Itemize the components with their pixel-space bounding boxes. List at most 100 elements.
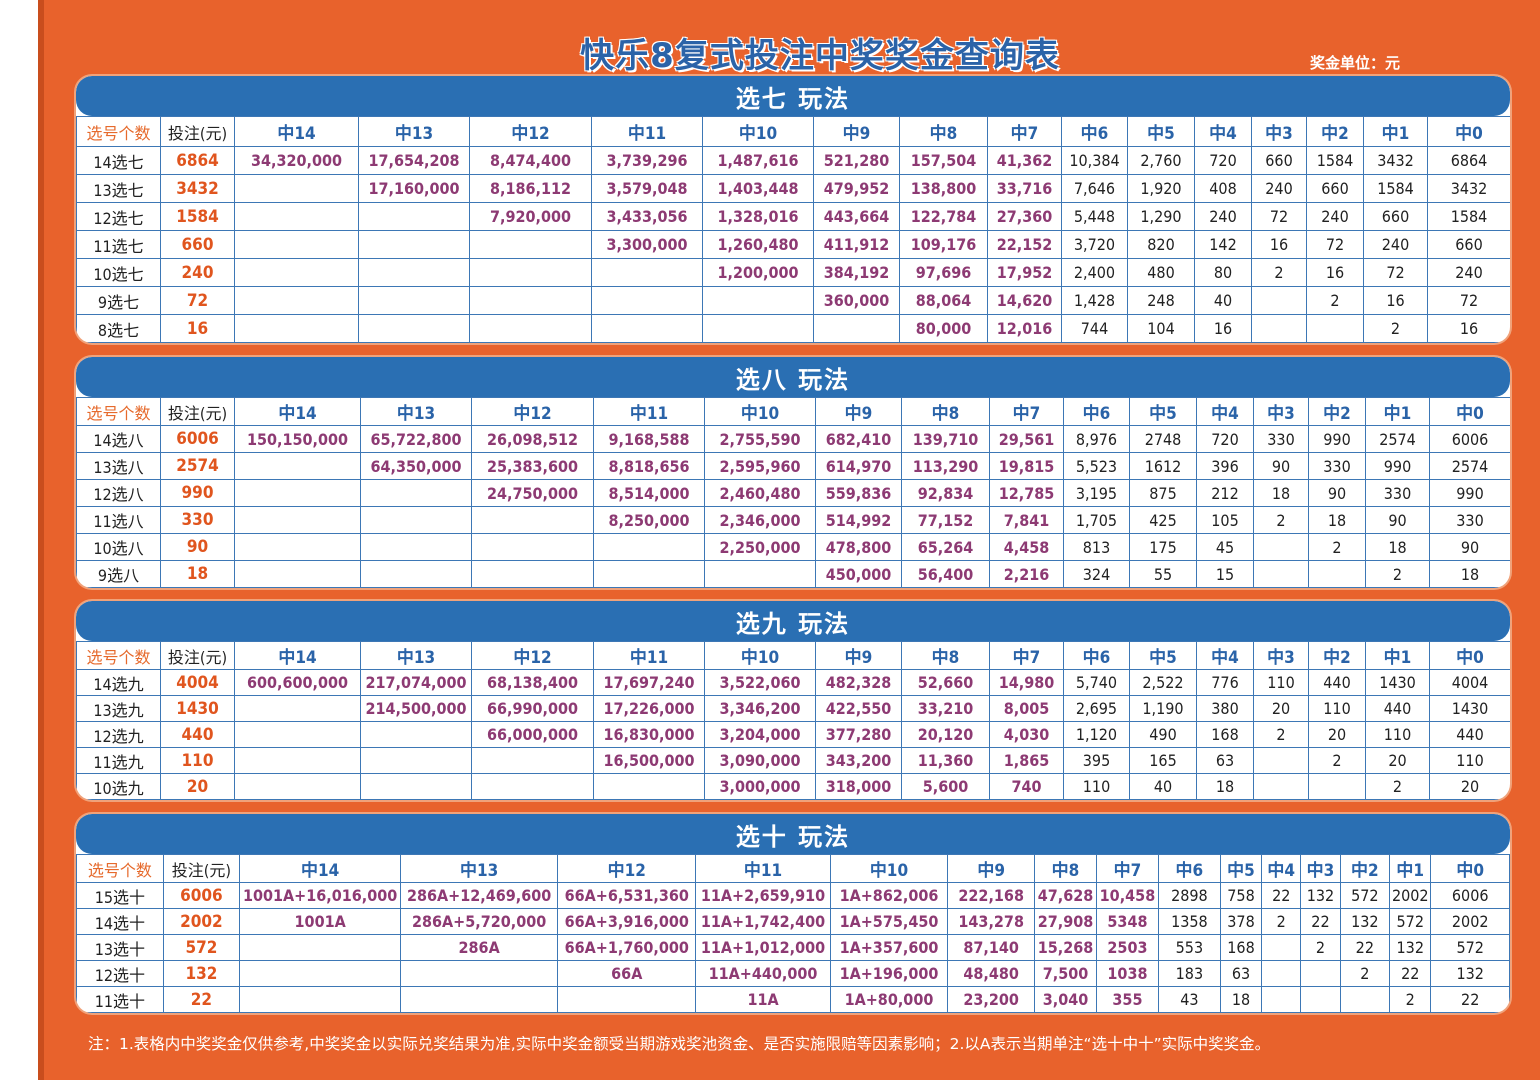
prize-cell: 600,600,000 <box>234 669 361 696</box>
prize-cell: 330 <box>1365 479 1430 507</box>
prize-cell: 443,664 <box>813 202 900 231</box>
column-header: 中0 <box>1430 854 1510 883</box>
column-header: 投注(元) <box>162 854 241 883</box>
prize-cell: 4,458 <box>989 533 1064 561</box>
prize-cell <box>234 230 359 259</box>
prize-cell <box>234 773 361 800</box>
prize-cell: 18 <box>1253 479 1309 507</box>
prize-cell: 7,920,000 <box>469 202 592 231</box>
table-row: 11选九 110 16,500,000 3,090,000 343,200 11,360 1… <box>76 747 1510 774</box>
prize-cell: 396 <box>1196 452 1254 480</box>
prize-cell: 6864 <box>1427 146 1510 175</box>
prize-cell: 87,140 <box>947 934 1036 961</box>
prize-cell <box>813 314 900 343</box>
row-label: 15选十 <box>76 882 164 909</box>
prize-cell: 3,522,060 <box>704 669 816 696</box>
poster-edge <box>38 0 44 1080</box>
row-label: 10选九 <box>76 773 161 800</box>
bet-amount: 16 <box>160 314 235 343</box>
prize-cell: 212 <box>1196 479 1254 507</box>
prize-cell: 20 <box>1429 773 1510 800</box>
prize-cell: 27,360 <box>987 202 1062 231</box>
column-header: 中1 <box>1365 641 1430 670</box>
prize-cell: 776 <box>1196 669 1254 696</box>
prize-cell: 80,000 <box>899 314 988 343</box>
prize-cell: 286A+12,469,600 <box>400 882 559 909</box>
prize-cell: 2,695 <box>1063 695 1130 722</box>
prize-cell: 8,818,656 <box>593 452 705 480</box>
row-label: 13选八 <box>76 452 161 480</box>
prize-cell: 1430 <box>1429 695 1510 722</box>
prize-cell: 4,030 <box>989 721 1064 748</box>
prize-cell <box>1253 533 1309 561</box>
column-header: 中5 <box>1219 854 1263 883</box>
prize-cell: 15,268 <box>1034 934 1097 961</box>
column-header: 选号个数 <box>76 397 161 426</box>
table-row: 14选十 2002 1001A 286A+5,720,000 66A+3,916,000… <box>76 908 1510 935</box>
column-header: 中0 <box>1427 116 1510 147</box>
prize-cell <box>360 747 472 774</box>
column-header: 中13 <box>358 116 470 147</box>
prize-cell <box>234 479 361 507</box>
prize-cell: 8,186,112 <box>469 174 592 203</box>
column-header: 中1 <box>1365 397 1430 426</box>
prize-cell: 132 <box>1389 934 1432 961</box>
unit-label: 奖金单位：元 <box>1310 54 1401 72</box>
table-row: 13选七 3432 17,160,000 8,186,112 3,579,048 1,40… <box>76 174 1510 203</box>
prize-cell: 18 <box>1429 560 1510 588</box>
table-row: 9选七 72 360,000 88,064 14,620 1,428 248 40 2 16 72 <box>76 286 1510 315</box>
section-pick9: 选九 玩法 选号个数 投注(元) 中14 中13 中12 中11 中10 中9 中8 中7 中6 中5… <box>76 601 1510 800</box>
prize-cell <box>358 258 470 287</box>
bet-amount: 440 <box>160 721 235 748</box>
prize-cell: 90 <box>1253 452 1309 480</box>
prize-cell: 1,705 <box>1063 506 1130 534</box>
prize-cell: 3,739,296 <box>591 146 703 175</box>
prize-cell: 222,168 <box>947 882 1036 909</box>
prize-cell: 26,098,512 <box>471 425 594 453</box>
prize-cell: 132 <box>1339 908 1391 935</box>
prize-cell: 1,428 <box>1061 286 1128 315</box>
prize-cell: 110 <box>1365 721 1430 748</box>
prize-cell: 65,264 <box>901 533 990 561</box>
prize-cell <box>234 695 361 722</box>
prize-cell: 104 <box>1127 314 1195 343</box>
page-title: 快乐8复式投注中奖奖金查询表 <box>580 36 1060 76</box>
column-header: 中14 <box>234 397 361 426</box>
table-row: 15选十 6006 1001A+16,016,000 286A+12,469,600 6… <box>76 882 1510 909</box>
prize-cell: 12,785 <box>989 479 1064 507</box>
prize-cell: 214,500,000 <box>360 695 472 722</box>
prize-cell: 8,474,400 <box>469 146 592 175</box>
prize-cell <box>1308 560 1366 588</box>
prize-cell: 425 <box>1129 506 1197 534</box>
column-header: 中1 <box>1389 854 1432 883</box>
prize-cell: 240 <box>1194 202 1252 231</box>
prize-cell: 2 <box>1365 560 1430 588</box>
prize-cell: 18 <box>1196 773 1254 800</box>
prize-cell: 2,216 <box>989 560 1064 588</box>
prize-cell: 2 <box>1300 934 1341 961</box>
section-title: 选十 玩法 <box>76 814 1510 854</box>
bet-amount: 240 <box>160 258 235 287</box>
prize-cell: 3,204,000 <box>704 721 816 748</box>
prize-cell: 34,320,000 <box>234 146 359 175</box>
prize-cell: 3432 <box>1427 174 1510 203</box>
row-label: 13选十 <box>76 934 164 961</box>
prize-cell: 2 <box>1365 773 1430 800</box>
prize-cell: 5348 <box>1095 908 1159 935</box>
prize-cell: 8,250,000 <box>593 506 705 534</box>
table-row: 12选七 1584 7,920,000 3,433,056 1,328,016 443,6… <box>76 202 1510 231</box>
prize-cell: 10,384 <box>1061 146 1128 175</box>
column-header: 中14 <box>239 854 402 883</box>
section-pick8: 选八 玩法 选号个数 投注(元) 中14 中13 中12 中11 中10 中9 中8 中7 中6 中5… <box>76 357 1510 588</box>
column-header: 中13 <box>400 854 559 883</box>
row-label: 13选七 <box>76 174 161 203</box>
prize-cell <box>400 960 559 987</box>
prize-cell: 1A+575,450 <box>829 908 949 935</box>
prize-cell: 1584 <box>1427 202 1510 231</box>
table-row: 12选九 440 66,000,000 16,830,000 3,204,000 377,… <box>76 721 1510 748</box>
prize-cell: 377,280 <box>815 721 902 748</box>
section-title: 选七 玩法 <box>76 76 1510 116</box>
prize-cell: 2 <box>1339 960 1391 987</box>
prize-table: 选号个数 投注(元) 中14 中13 中12 中11 中10 中9 中8 中7 中6 中5 中4 中3 中2… <box>76 854 1510 1013</box>
prize-cell: 514,992 <box>815 506 902 534</box>
